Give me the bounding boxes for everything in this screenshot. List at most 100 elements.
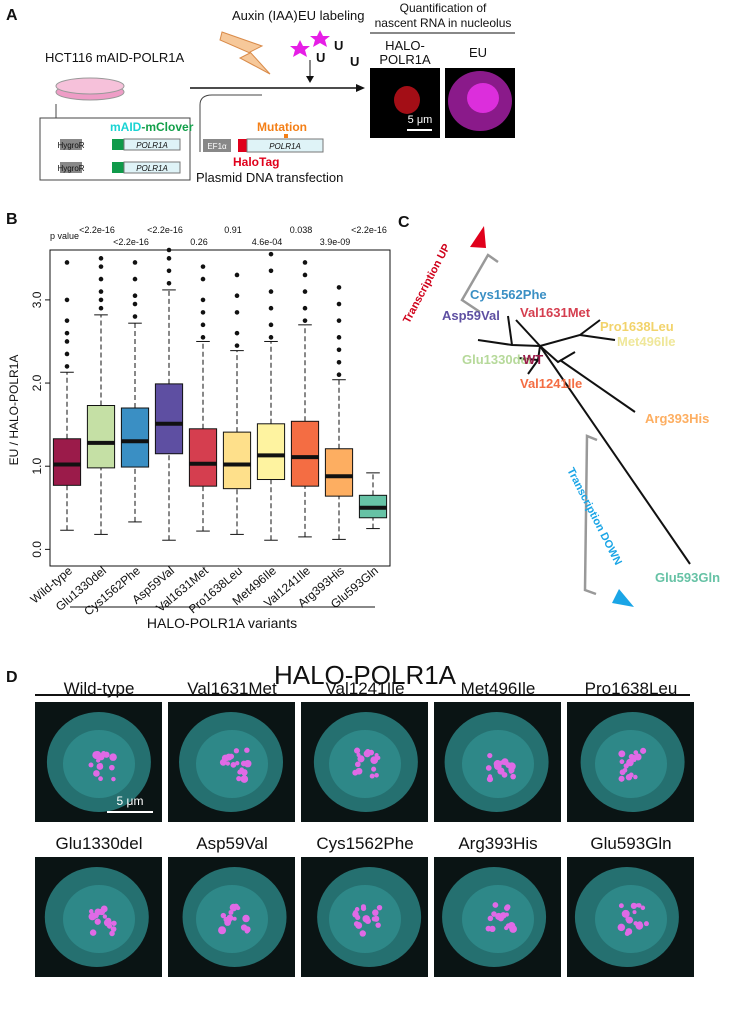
nucleolar-dot — [89, 929, 97, 936]
nucleolar-dot — [103, 751, 110, 758]
nucleolar-dot — [618, 775, 625, 782]
outlier — [166, 280, 172, 286]
nucleolar-dot — [225, 761, 231, 766]
nucleolar-dot — [507, 921, 516, 930]
box — [86, 405, 116, 469]
hygro-block — [60, 162, 82, 173]
nucleolar-dot — [352, 769, 359, 776]
mclover-block — [112, 139, 124, 150]
cassette-tag: mAID-mClover — [110, 120, 194, 134]
nucleolar-dot — [228, 753, 235, 760]
outlier — [200, 322, 206, 328]
outlier — [200, 276, 206, 282]
nucleolar-dot — [487, 915, 494, 922]
outlier — [132, 301, 138, 307]
p-value: <2.2e-16 — [351, 225, 387, 235]
gene-block — [123, 138, 181, 151]
tile-label: Val1631Met — [187, 679, 277, 698]
nucleolar-dot — [630, 902, 637, 910]
nucleolar-dot — [368, 749, 375, 756]
outlier — [166, 256, 172, 261]
outlier — [132, 293, 138, 299]
plasmid-outline — [199, 94, 262, 152]
outlier — [98, 289, 104, 294]
tile-label: Val1241Ile — [325, 679, 404, 698]
tile-label: Met496Ile — [461, 679, 536, 698]
p-value: <2.2e-16 — [147, 225, 183, 235]
nucleolar-dot — [372, 909, 379, 916]
box — [290, 420, 320, 487]
branch — [477, 339, 541, 347]
nucleolar-dot — [240, 924, 248, 931]
nucleolar-dot — [100, 905, 108, 913]
nucleus — [179, 712, 284, 812]
nucleolar-dot — [369, 773, 375, 779]
scale-label: 5 μm — [117, 794, 144, 808]
promoter: EF1α — [207, 142, 227, 151]
nucleolus-signal — [394, 86, 420, 114]
nucleolar-dot — [228, 909, 234, 915]
nucleolar-dot — [626, 758, 634, 767]
nucleolar-dot — [628, 772, 634, 778]
gene-block — [123, 161, 181, 174]
micrograph-grid: Wild-type 5 μm Val1631Met Val1241Ile Met496I… — [35, 679, 694, 977]
nucleolar-dot — [621, 909, 630, 918]
treatment: Auxin (IAA) — [232, 8, 298, 23]
nucleolar-dot — [355, 914, 361, 921]
leaf-label: Arg393His — [645, 411, 709, 426]
gene: POLR1A — [136, 164, 168, 173]
nucleolar-dot — [106, 923, 113, 929]
nucleolar-dot — [218, 926, 227, 935]
outlier — [64, 297, 70, 303]
box-plot: 0.01.02.03.0Wild-typeGlu1330del<2.2e-16C… — [28, 225, 388, 618]
outlier — [166, 268, 172, 274]
nucleolar-dot — [354, 907, 360, 912]
outlier — [302, 272, 308, 278]
nucleolar-dot — [237, 769, 243, 775]
nucleolar-dot — [485, 765, 492, 771]
outlier — [234, 272, 240, 278]
nucleolar-dot — [111, 776, 116, 782]
p-value: 0.038 — [290, 225, 313, 235]
quant-title: nascent RNA in nucleolus — [375, 16, 512, 30]
nucleolar-dot — [619, 759, 625, 765]
outlier — [200, 335, 206, 340]
box — [154, 383, 184, 455]
nucleolar-dot — [98, 753, 105, 761]
nucleolar-dot — [360, 905, 367, 912]
nucleolar-dot — [111, 920, 117, 926]
outlier — [98, 305, 104, 311]
outlier — [64, 364, 70, 369]
outlier — [268, 251, 274, 257]
dish — [55, 77, 125, 95]
nucleolar-dot — [491, 911, 497, 917]
mclover-block — [112, 162, 124, 173]
nucleolar-dot — [375, 922, 381, 928]
nucleolar-dot — [93, 770, 100, 777]
outlier — [268, 335, 274, 340]
outlier — [64, 339, 70, 344]
x-axis-label: HALO-POLR1A variants — [147, 615, 297, 631]
nucleolar-dot — [220, 912, 227, 919]
image-label: HALO- — [385, 38, 425, 53]
box — [222, 431, 252, 490]
outlier — [132, 314, 138, 319]
box — [256, 423, 286, 481]
outlier — [200, 310, 206, 315]
tag-part: mAID — [110, 120, 142, 134]
outlier — [268, 305, 274, 311]
tag-part: -mClover — [141, 120, 193, 134]
outlier — [268, 289, 274, 294]
outlier — [64, 318, 70, 323]
leaf-label: Met496Ile — [617, 334, 676, 349]
leaf-label: Cys1562Phe — [470, 287, 547, 302]
tile-label: Asp59Val — [196, 834, 268, 853]
nucleolar-dot — [489, 925, 496, 933]
outlier — [64, 351, 70, 357]
nucleolar-dot — [492, 902, 499, 908]
branch — [515, 319, 541, 347]
nucleolar-dot — [357, 755, 365, 763]
nucleolar-dot — [356, 752, 361, 757]
outlier — [336, 285, 342, 290]
outlier — [234, 330, 240, 336]
